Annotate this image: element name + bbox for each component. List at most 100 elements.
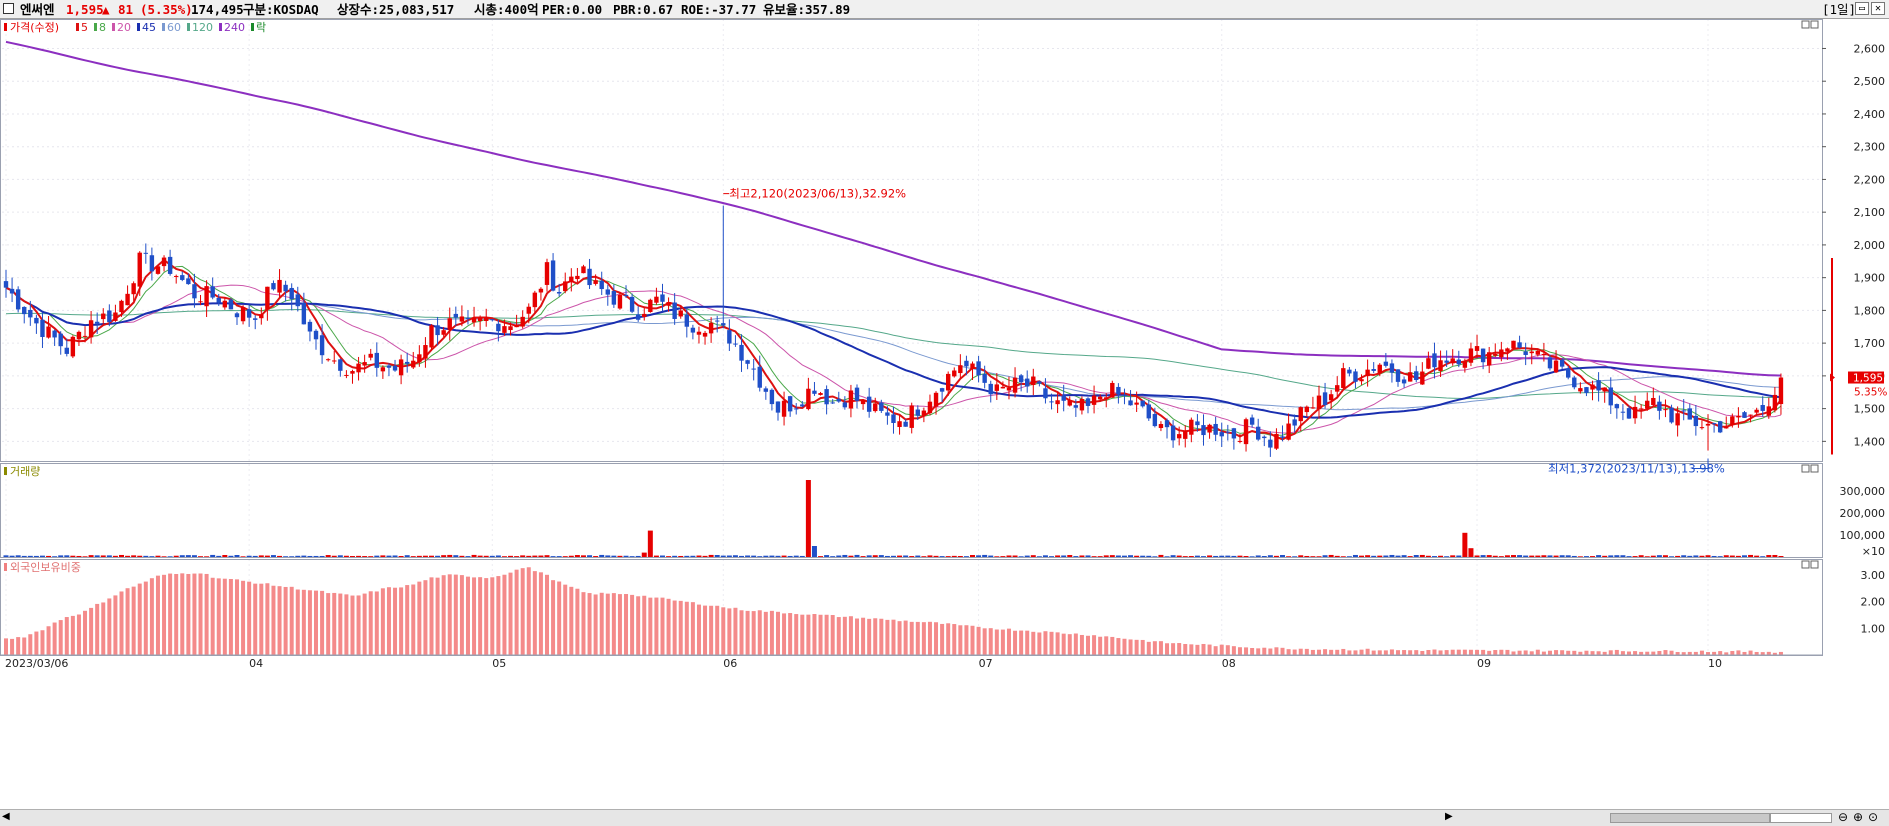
candle-body — [556, 292, 562, 294]
volume-bar — [824, 555, 830, 557]
foreign-bar — [1049, 631, 1054, 655]
foreign-bar — [934, 622, 939, 655]
foreign-bar — [496, 576, 501, 655]
volume-bar — [1310, 556, 1316, 557]
scroll-right-icon[interactable]: ▶ — [1445, 811, 1453, 822]
volume-bar — [295, 555, 301, 557]
candle-body — [1486, 352, 1492, 366]
candle-body — [1219, 432, 1224, 437]
volume-bar — [963, 556, 969, 557]
volume-bar — [520, 555, 526, 557]
volume-bar — [1030, 555, 1036, 557]
zoom-reset-icon[interactable]: ⊙ — [1868, 810, 1879, 824]
zoom-in-icon[interactable]: ⊕ — [1853, 810, 1864, 824]
volume-bar — [1255, 555, 1261, 557]
select-checkbox[interactable] — [3, 3, 14, 14]
market-type: 구분:KOSDAQ — [243, 2, 319, 17]
foreign-bar — [1772, 652, 1777, 655]
candle-body — [1505, 348, 1510, 352]
volume-bar — [1085, 555, 1091, 557]
volume-bar — [459, 555, 465, 557]
volume-bar — [1553, 555, 1559, 557]
scroll-thumb[interactable] — [1610, 813, 1770, 823]
foreign-bar — [952, 624, 957, 655]
foreign-bar — [788, 613, 793, 655]
foreign-bar — [314, 590, 319, 655]
candle-body — [781, 400, 787, 417]
foreign-bar — [1110, 636, 1115, 655]
foreign-bar — [630, 594, 635, 655]
candle-body — [447, 318, 452, 330]
foreign-legend-label: 외국인보유비중 — [10, 561, 81, 574]
grid-lines — [2, 19, 1822, 655]
candle-body — [623, 294, 629, 297]
volume-bar — [1000, 556, 1006, 557]
candle-body — [1620, 411, 1626, 413]
foreign-bar — [660, 597, 665, 655]
volume-bar — [313, 555, 319, 557]
x-tick-label: 06 — [723, 657, 737, 670]
close-button[interactable]: ✕ — [1871, 2, 1885, 15]
volume-bar — [501, 556, 507, 557]
candle-body — [1632, 406, 1638, 419]
volume-bar — [1012, 555, 1018, 557]
foreign-bar — [879, 618, 884, 655]
foreign-bar — [338, 593, 343, 655]
foreign-bar — [192, 573, 197, 655]
candle-body — [1736, 415, 1741, 418]
price-tick-label: 1,900 — [1854, 272, 1886, 285]
candle-body — [1675, 413, 1680, 426]
foreign-bar — [1383, 650, 1388, 655]
foreign-bar — [1268, 648, 1273, 655]
volume-bar — [672, 555, 678, 557]
foreign-bar — [1748, 650, 1753, 655]
foreign-bar — [648, 597, 653, 655]
foreign-bar — [794, 614, 799, 655]
candle-body — [715, 320, 720, 322]
scroll-bar[interactable]: ◀ ▶ ⊖ ⊕ ⊙ — [0, 809, 1889, 826]
foreign-bar — [1013, 630, 1018, 655]
volume-bar — [1286, 556, 1292, 557]
candle-body — [1377, 364, 1382, 373]
foreign-bar — [709, 605, 714, 655]
volume-bar — [781, 555, 787, 557]
foreign-bar — [1456, 649, 1461, 655]
foreign-bar — [1037, 632, 1042, 655]
candle-body — [587, 268, 592, 286]
volume-bar — [1438, 555, 1444, 557]
volume-bar — [1717, 556, 1723, 557]
volume-bar — [915, 555, 921, 557]
volume-bar — [3, 555, 9, 557]
foreign-bar — [1396, 650, 1401, 655]
ma-legend-swatch — [76, 23, 79, 31]
foreign-bar — [1335, 649, 1340, 655]
volume-bar — [702, 555, 708, 557]
foreign-bar — [1468, 649, 1473, 655]
zoom-out-icon[interactable]: ⊖ — [1838, 810, 1849, 824]
foreign-bar — [1736, 650, 1741, 655]
candle-body — [1432, 353, 1437, 368]
period-selector[interactable]: [1일] — [1822, 2, 1857, 17]
foreign-bar — [241, 580, 246, 655]
volume-bar — [1511, 555, 1517, 557]
chart-area[interactable]: 가격(수정) 5 8 20 45 60 120 240 락 최고2,120(2023/06/13… — [0, 19, 1889, 809]
restore-button[interactable]: ▭ — [1855, 2, 1869, 15]
candle-body — [34, 317, 39, 324]
foreign-bar — [1444, 650, 1449, 655]
foreign-bar — [1359, 649, 1364, 655]
foreign-bar — [1590, 651, 1595, 655]
zoom-slider[interactable] — [1770, 813, 1832, 823]
foreign-bar — [818, 614, 823, 655]
volume-panel — [0, 463, 1823, 558]
volume-bar — [1280, 555, 1286, 557]
volume-bar — [976, 555, 982, 557]
foreign-bar — [320, 590, 325, 655]
ma-legend-label: 240 — [224, 21, 245, 34]
foreign-bar — [1341, 648, 1346, 655]
foreign-bar — [289, 586, 294, 655]
candle-body — [453, 313, 459, 318]
scroll-left-icon[interactable]: ◀ — [2, 811, 10, 822]
candle-body — [362, 362, 367, 366]
volume-bar — [1723, 555, 1729, 557]
volume-bar — [1565, 555, 1571, 557]
